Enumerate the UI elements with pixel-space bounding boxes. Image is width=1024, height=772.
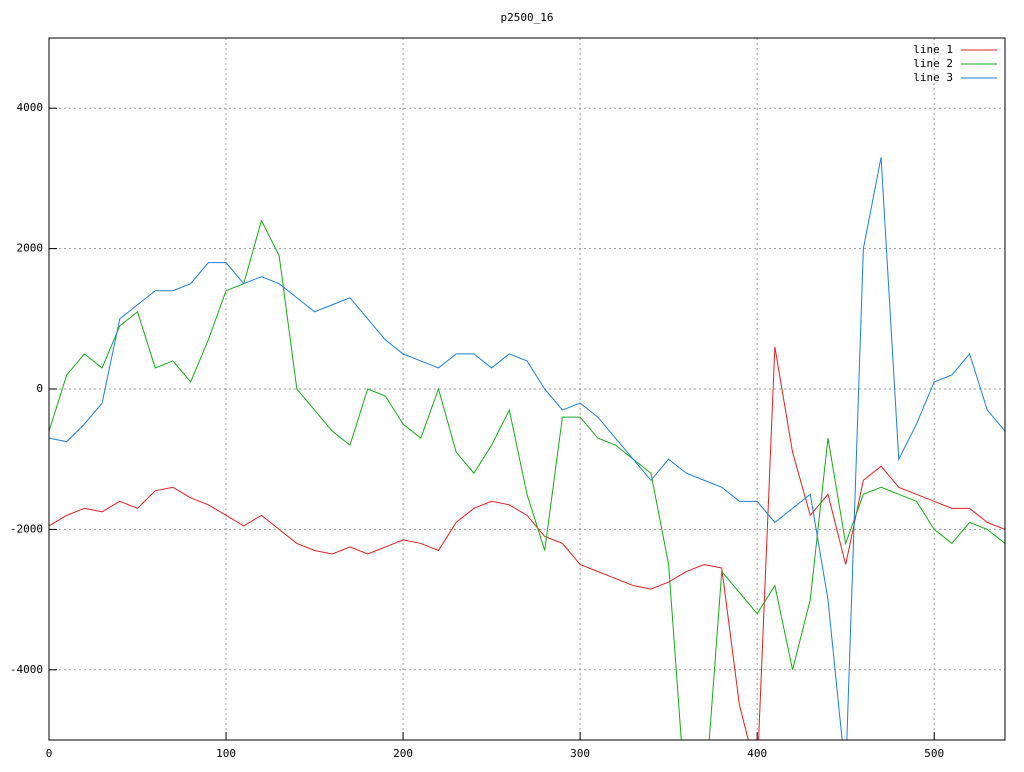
legend-label: line 2 — [913, 57, 953, 70]
x-tick-label: 100 — [216, 747, 236, 760]
legend-label: line 3 — [913, 71, 953, 84]
x-tick-label: 300 — [570, 747, 590, 760]
y-tick-label: -4000 — [10, 663, 43, 676]
y-tick-label: 2000 — [17, 242, 44, 255]
plot-area — [49, 157, 1005, 740]
plot-border — [48, 37, 1006, 741]
y-tick-label: 4000 — [17, 101, 44, 114]
x-tick-label: 400 — [747, 747, 767, 760]
y-tick-label: 0 — [36, 382, 43, 395]
chart-title: p2500_16 — [501, 11, 554, 24]
legend-label: line 1 — [913, 43, 953, 56]
x-tick-label: 500 — [924, 747, 944, 760]
data-line — [49, 157, 1005, 740]
data-line — [49, 219, 1005, 740]
x-tick-label: 0 — [46, 747, 53, 760]
y-tick-label: -2000 — [10, 522, 43, 535]
x-tick-label: 200 — [393, 747, 413, 760]
data-line — [49, 346, 1005, 740]
